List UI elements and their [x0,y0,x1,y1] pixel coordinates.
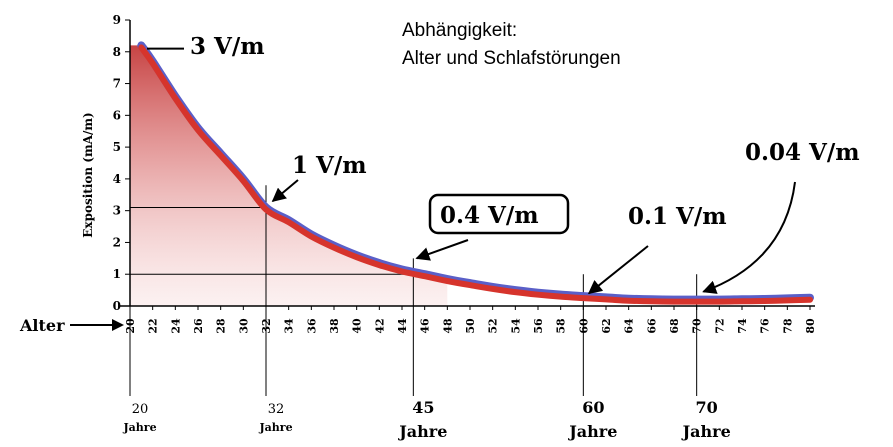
x-tick-label: 44 [396,318,409,334]
x-tick-label: 62 [600,318,613,333]
x-tick-label: 58 [555,318,568,334]
x-tick-label: 34 [283,318,296,334]
age-marker-unit: Jahre [258,421,292,434]
x-tick-label: 66 [645,318,658,334]
age-marker-value: 45 [412,398,434,417]
y-tick-label: 7 [113,77,121,91]
x-tick-label: 42 [373,318,386,333]
x-tick-label: 54 [509,318,522,334]
x-tick-label: 24 [169,318,182,334]
age-marker-unit: Jahre [681,422,731,441]
chart-title-line-1: Abhängigkeit: [402,20,517,41]
x-tick-label: 26 [192,318,205,334]
x-tick-label: 68 [668,318,681,334]
x-tick-label: 72 [713,318,726,333]
x-tick-label: 60 [577,318,590,334]
y-tick-label: 4 [113,172,121,186]
x-tick-label: 74 [736,318,749,334]
x-tick-label: 50 [464,318,477,334]
annotation-label: 0.1 V/m [628,203,727,230]
x-tick-label: 52 [487,318,500,333]
x-tick-label: 48 [441,318,454,334]
x-tick-label: 22 [147,318,160,333]
y-tick-label: 1 [113,267,121,281]
x-tick-label: 70 [691,318,704,334]
y-axis-label: Exposition (mA/m) [81,112,95,237]
x-axis-label: Alter [19,316,65,335]
age-marker-value: 70 [696,398,718,417]
y-tick-label: 8 [113,45,121,59]
age-marker-value: 20 [132,402,149,417]
x-tick-label: 80 [804,318,817,334]
age-marker-unit: Jahre [567,422,617,441]
x-axis-label-arrow [70,319,124,331]
annotation-label: 0.4 V/m [440,202,539,229]
x-tick-label: 38 [328,318,341,334]
y-tick-label: 3 [113,204,121,218]
x-tick-label: 40 [351,318,364,334]
y-tick-label: 0 [113,299,121,313]
age-marker-unit: Jahre [122,421,156,434]
x-tick-label: 56 [532,318,545,334]
age-marker-value: 32 [268,402,285,417]
chart-title-line-2: Alter und Schlafstörungen [402,48,621,69]
annotation-arrow [415,239,469,261]
x-tick-label: 64 [623,318,636,334]
area-fill [130,45,448,307]
annotation-label: 3 V/m [190,33,265,60]
age-marker-value: 60 [582,398,604,417]
x-tick-label: 46 [419,318,432,334]
x-tick-label: 32 [260,318,273,333]
x-tick-label: 28 [215,318,228,334]
age-marker-unit: Jahre [397,422,447,441]
y-tick-label: 9 [113,13,121,27]
y-tick-label: 2 [113,235,121,249]
y-tick-label: 6 [113,108,121,122]
annotation-arrow [587,245,649,295]
annotation-arrow [271,179,299,203]
annotation-label: 0.04 V/m [745,139,860,166]
x-tick-label: 30 [237,318,250,334]
annotation-box [428,193,570,235]
y-tick-label: 5 [113,140,121,154]
annotation-arrow [702,181,796,294]
annotation-label: 1 V/m [292,152,367,179]
x-tick-label: 78 [781,318,794,334]
x-tick-label: 76 [759,318,772,334]
x-tick-label: 20 [124,318,137,334]
curve-line [138,44,813,305]
x-tick-label: 36 [305,318,318,334]
